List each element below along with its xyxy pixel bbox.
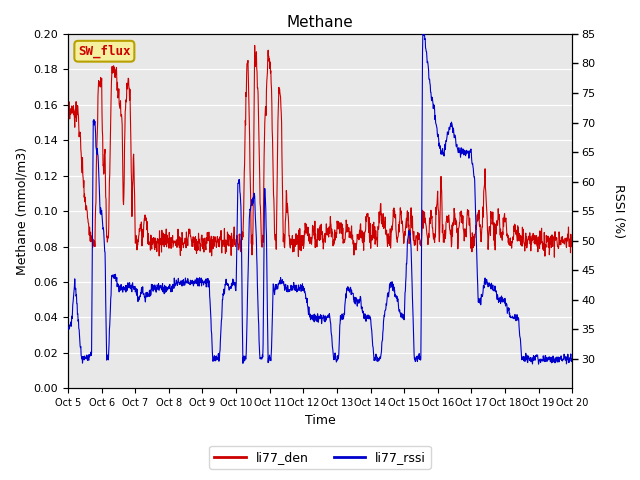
Y-axis label: Methane (mmol/m3): Methane (mmol/m3) <box>15 147 28 275</box>
Text: SW_flux: SW_flux <box>78 45 131 58</box>
Y-axis label: RSSI (%): RSSI (%) <box>612 184 625 238</box>
Legend: li77_den, li77_rssi: li77_den, li77_rssi <box>209 446 431 469</box>
Title: Methane: Methane <box>287 15 353 30</box>
X-axis label: Time: Time <box>305 414 335 427</box>
